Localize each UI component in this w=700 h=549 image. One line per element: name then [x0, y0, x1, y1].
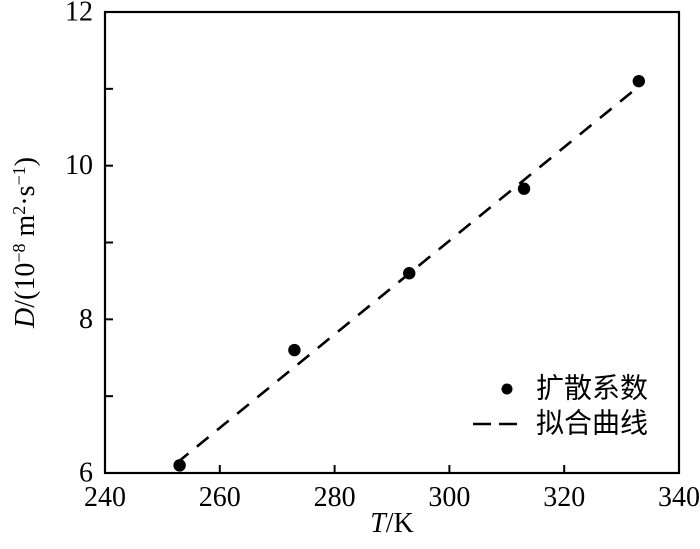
data-point: [288, 343, 301, 357]
x-tick-label: 240: [84, 482, 126, 513]
y-tick-label: 12: [65, 0, 93, 28]
x-tick-label: 260: [199, 482, 241, 513]
data-point: [632, 74, 646, 88]
x-tick-label: 320: [543, 482, 585, 513]
y-tick-label: 10: [65, 150, 93, 181]
x-tick-label: 340: [658, 482, 700, 513]
x-tick-label: 280: [314, 482, 356, 513]
x-tick-label: 300: [428, 482, 470, 513]
x-axis-title: T/K: [370, 508, 414, 539]
legend-marker-dot: [501, 383, 513, 395]
y-axis-title: D/(10−8 m2·s−1): [9, 157, 41, 329]
y-tick-label: 8: [79, 304, 93, 335]
legend-label-line: 拟合曲线: [536, 408, 648, 440]
legend-label-scatter: 扩散系数: [536, 373, 648, 405]
data-point: [173, 459, 186, 472]
data-point: [517, 182, 531, 195]
y-tick-label: 6: [79, 458, 93, 489]
data-point: [403, 267, 416, 280]
